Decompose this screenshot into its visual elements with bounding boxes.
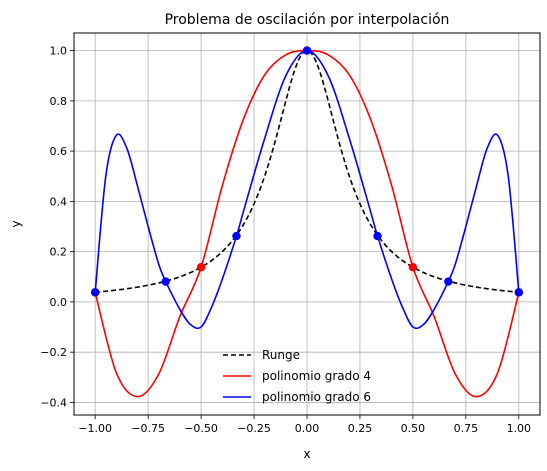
x-axis-label: x <box>303 447 310 461</box>
legend-label-grado-6: polinomio grado 6 <box>262 390 371 404</box>
legend-label-grado-4: polinomio grado 4 <box>262 369 371 383</box>
y-tick-label: 0.6 <box>50 145 68 158</box>
y-tick-label: 1.0 <box>50 45 68 58</box>
node-point-polinomio-grado-6 <box>302 46 312 55</box>
y-tick-label: 0.4 <box>50 195 68 208</box>
x-tick-label: 0.00 <box>295 422 320 435</box>
x-tick-label: 0.75 <box>454 422 479 435</box>
y-tick-label: 0.2 <box>50 246 68 259</box>
node-point-polinomio-grado-6 <box>444 277 453 286</box>
node-point-polinomio-grado-6 <box>514 288 524 297</box>
x-tick-label: −0.50 <box>184 422 218 435</box>
grid <box>74 33 540 415</box>
x-tick-label: 0.25 <box>348 422 373 435</box>
legend-label-runge: Runge <box>262 348 300 362</box>
x-tick-label: 1.00 <box>507 422 532 435</box>
x-tick-label: 0.50 <box>401 422 426 435</box>
legend: Runge polinomio grado 4 polinomio grado … <box>223 348 371 404</box>
node-point-polinomio-grado-6 <box>90 288 100 297</box>
node-point-polinomio-grado-4 <box>408 263 418 272</box>
node-point-polinomio-grado-4 <box>196 263 206 272</box>
node-point-polinomio-grado-6 <box>161 277 170 286</box>
x-tick-label: −0.25 <box>237 422 271 435</box>
y-tick-label: 0.0 <box>50 296 68 309</box>
plot-area <box>90 46 524 398</box>
y-axis-label: y <box>9 220 23 227</box>
x-tick-label: −1.00 <box>78 422 112 435</box>
axis-ticks: −1.00 −0.75 −0.50 −0.25 0.00 0.25 0.50 0.75 1.00… <box>40 45 531 435</box>
chart-title: Problema de oscilación por interpolación <box>165 12 450 28</box>
y-tick-label: −0.2 <box>40 346 67 359</box>
node-point-polinomio-grado-6 <box>232 231 241 241</box>
x-tick-label: −0.75 <box>131 422 165 435</box>
node-point-polinomio-grado-6 <box>373 231 382 241</box>
y-tick-label: 0.8 <box>50 95 68 108</box>
y-tick-label: −0.4 <box>40 396 67 409</box>
